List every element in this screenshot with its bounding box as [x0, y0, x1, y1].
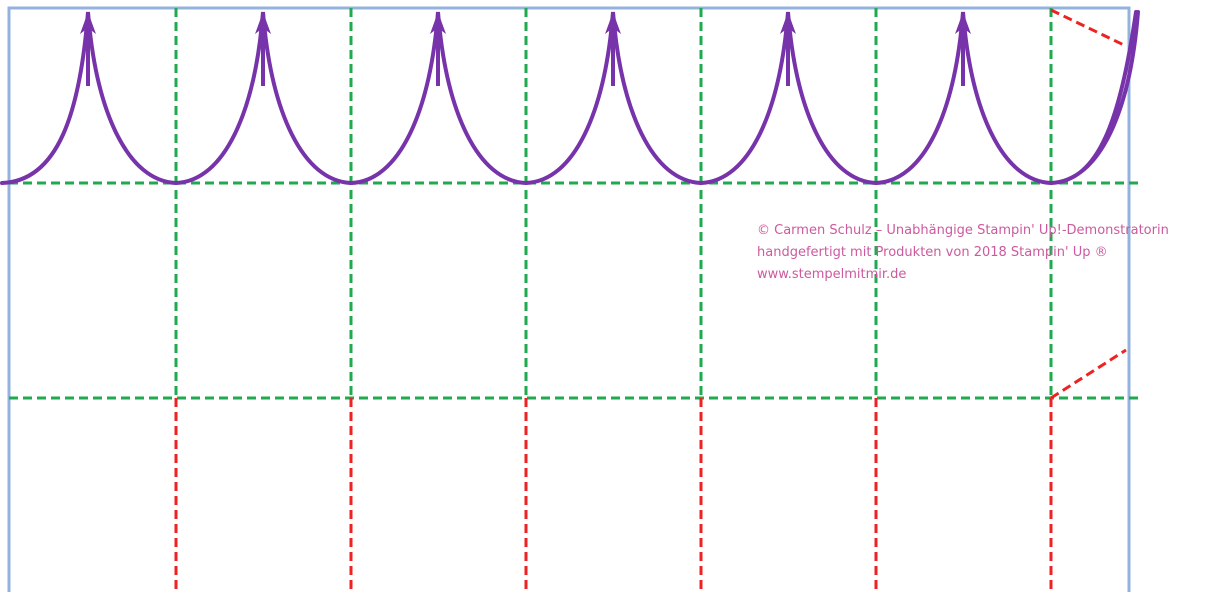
arrow-head — [80, 12, 96, 34]
arrow-head — [430, 12, 446, 34]
watermark-line-handmade: handgefertigt mit Produkten von 2018 Sta… — [757, 245, 1108, 260]
arrow-up-icon — [955, 12, 971, 86]
arrow-up-icon — [255, 12, 271, 86]
scallop-layer — [0, 10, 1140, 185]
watermark-line-website: www.stempelmitmir.de — [757, 267, 907, 282]
fold-lines-layer — [9, 8, 1140, 400]
arrow-up-icon — [430, 12, 446, 86]
sheet-outline-layer — [7, 6, 1131, 592]
watermark-line-copyright: © Carmen Schulz – Unabhängige Stampin' U… — [757, 223, 1169, 238]
cut-line-diagonal-bottom — [1050, 348, 1127, 400]
arrow-up-icon — [605, 12, 621, 86]
arrow-up-icon — [80, 12, 96, 86]
copyright-watermark: © Carmen Schulz – Unabhängige Stampin' U… — [757, 220, 1169, 286]
cut-line-diagonal-top — [1050, 8, 1127, 48]
cut-lines-layer — [174, 8, 1127, 592]
arrows-layer — [80, 12, 971, 86]
arrow-up-icon — [780, 12, 796, 86]
sheet-outline — [7, 6, 1131, 592]
arrow-head — [255, 12, 271, 34]
arrow-head — [955, 12, 971, 34]
scallop-outline — [0, 10, 1140, 185]
arrow-head — [780, 12, 796, 34]
arrow-head — [605, 12, 621, 34]
